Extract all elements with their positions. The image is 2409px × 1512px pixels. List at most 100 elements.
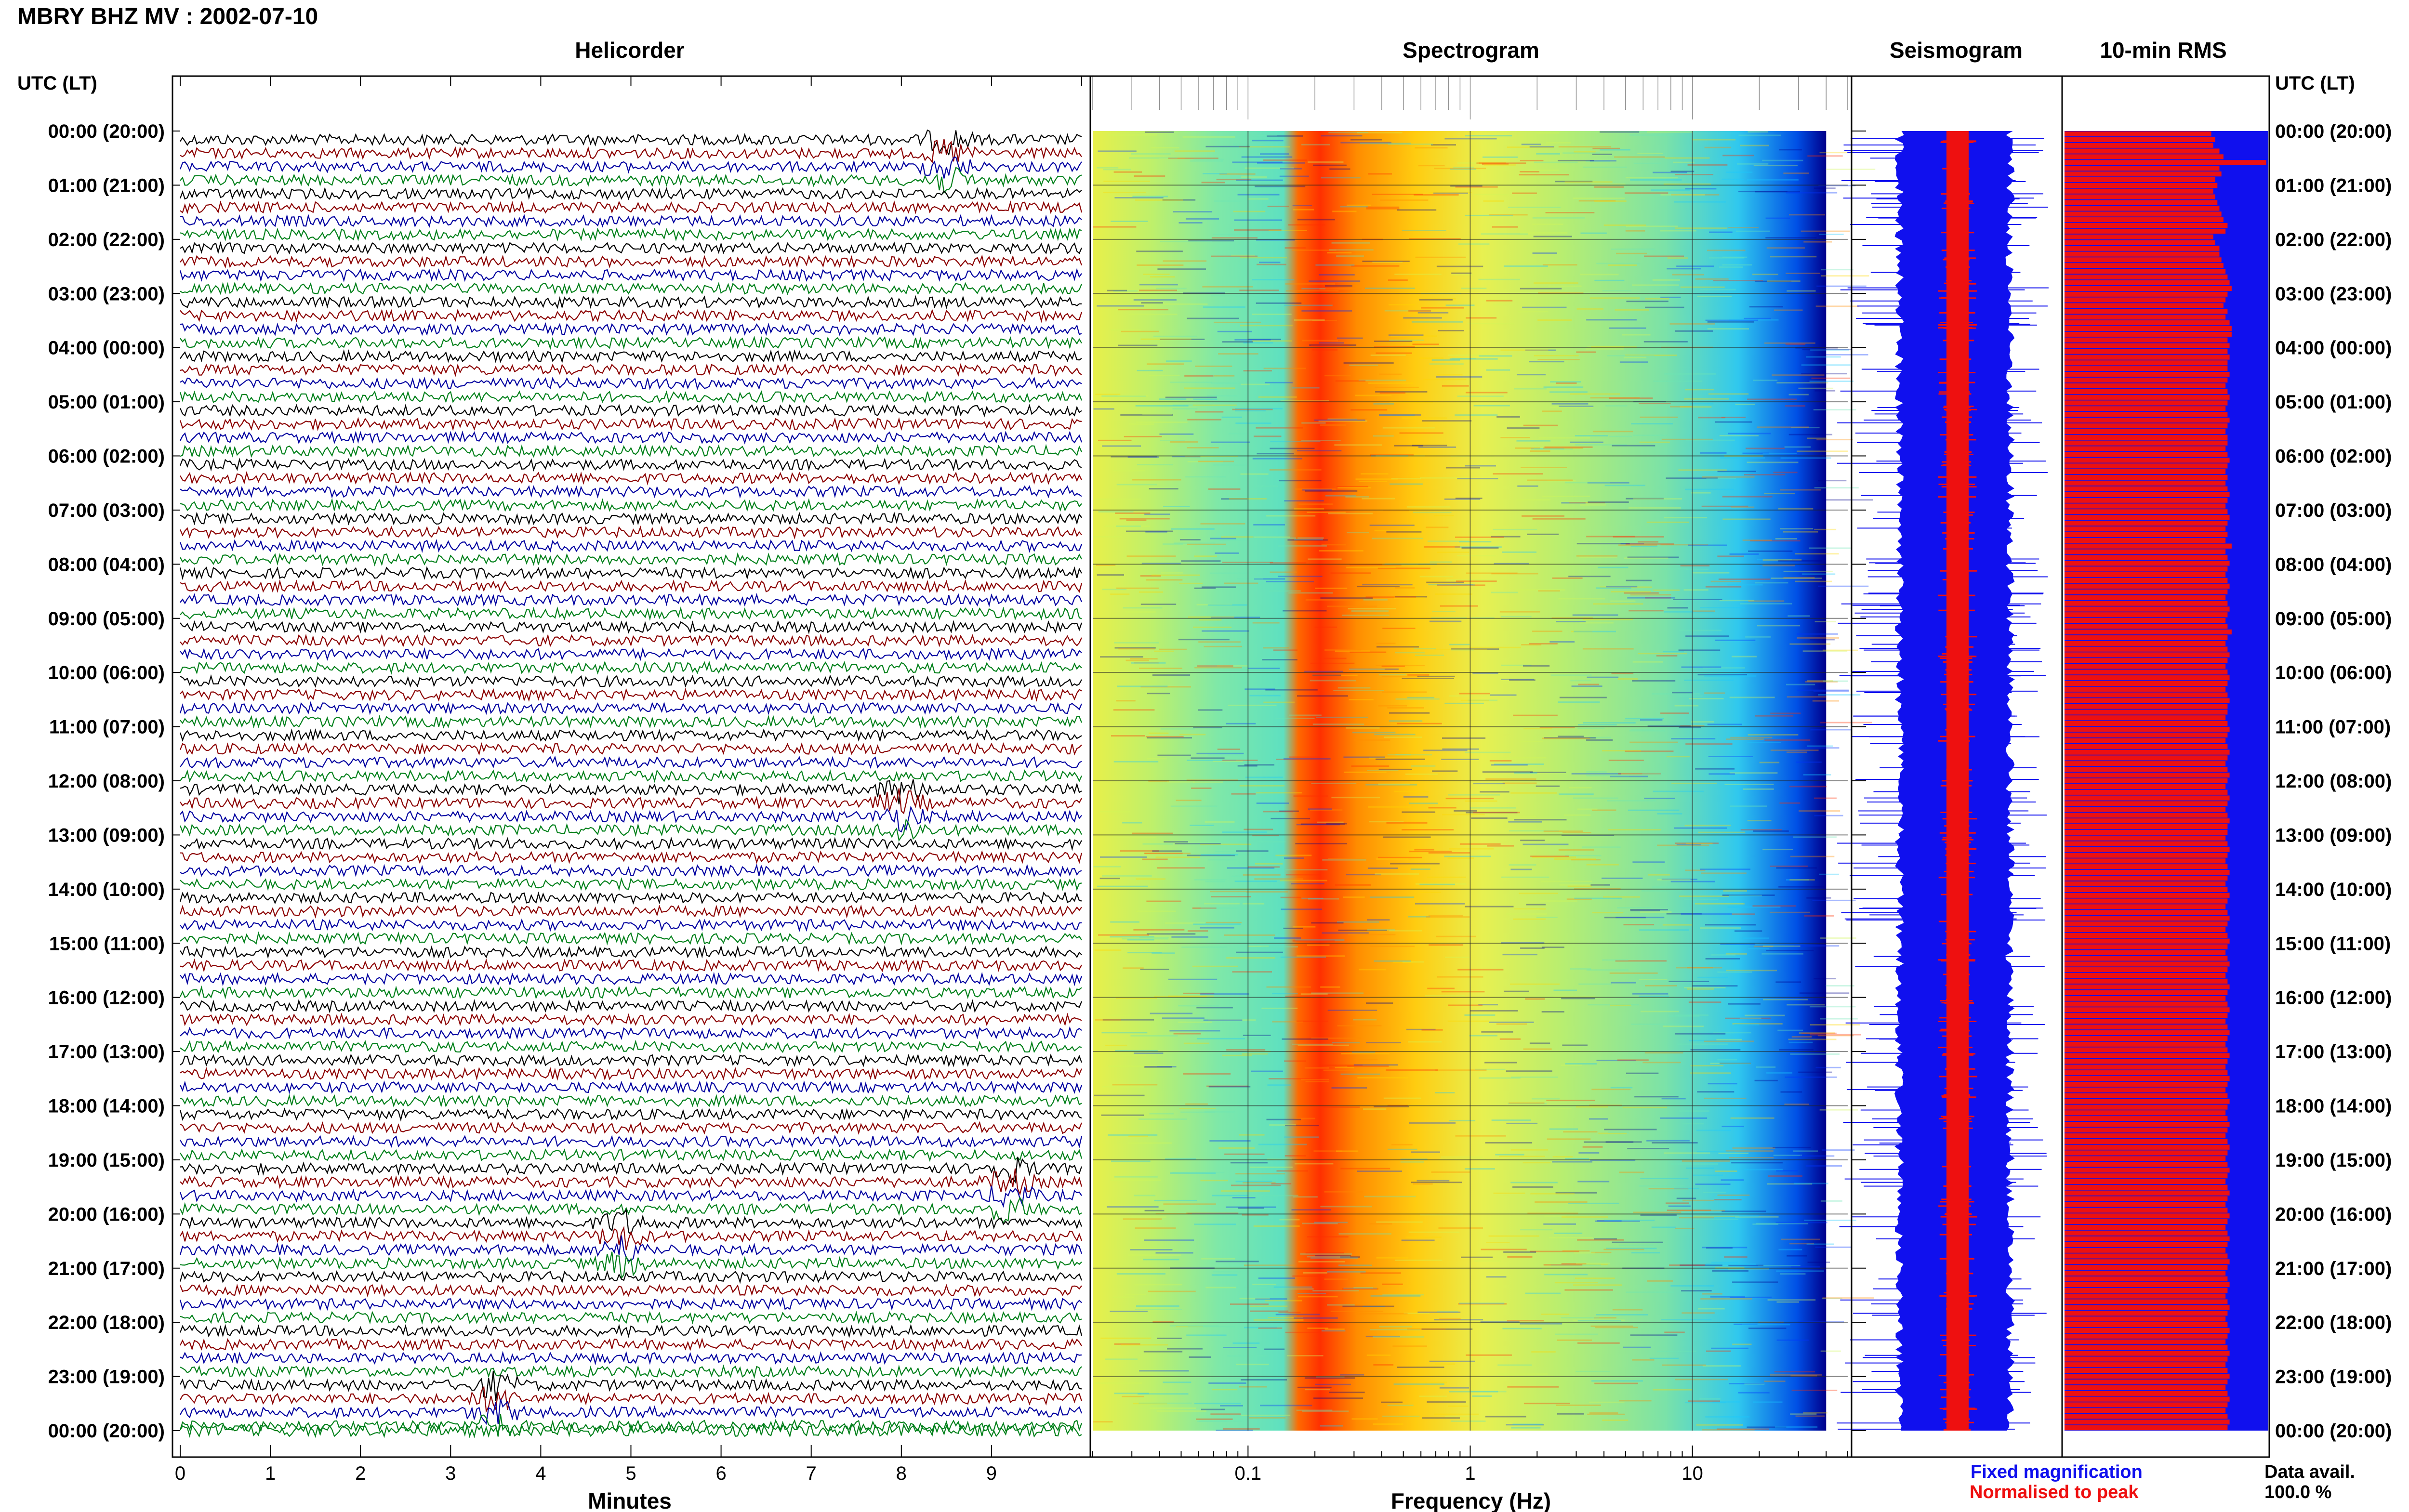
spectrogram-speckle — [1235, 1181, 1272, 1183]
spectrogram-speckle — [1692, 985, 1738, 987]
spectrogram-speckle — [1575, 444, 1628, 446]
spectrogram-speckle — [1237, 765, 1257, 767]
helicorder-trace — [179, 1283, 1082, 1298]
spectrogram-speckle — [1192, 965, 1238, 967]
spectrogram-speckle — [1520, 159, 1544, 161]
spectrogram-speckle — [1382, 427, 1435, 429]
spectrogram-speckle — [1386, 822, 1428, 824]
spectrogram-speckle — [1749, 306, 1783, 308]
spectrogram-speckle — [1102, 445, 1141, 447]
spectrogram-speckle — [1700, 868, 1751, 870]
helicorder-trace — [180, 511, 1082, 526]
spectrogram-speckle — [1236, 1364, 1269, 1366]
spectrogram-speckle — [1638, 541, 1659, 543]
spectrogram-speckle — [1600, 131, 1640, 133]
spectrogram-speckle — [1327, 605, 1377, 607]
spectrogram-speckle — [1512, 1423, 1543, 1425]
spectrogram-speckle — [1542, 264, 1577, 266]
spectrogram-speckle — [1293, 209, 1314, 210]
spectrogram-speckle — [1529, 361, 1564, 363]
spectrogram-speckle — [1367, 929, 1395, 931]
spectrogram-speckle — [1447, 857, 1474, 859]
spectrogram-speckle — [1485, 778, 1536, 780]
spectrogram-speckle — [1630, 909, 1660, 911]
spectrogram-speckle — [1458, 1303, 1507, 1305]
spectrogram-speckle — [1445, 798, 1494, 800]
spectrogram-speckle — [1188, 616, 1234, 618]
spectrogram-speckle — [1270, 562, 1307, 564]
spectrogram-speckle — [1208, 754, 1244, 756]
rms-bar — [2065, 1024, 2228, 1030]
spectrogram-speckle — [1671, 782, 1717, 784]
spectrogram-speckle — [1732, 656, 1757, 657]
spectrogram-speckle — [1395, 754, 1432, 756]
spectrogram-speckle — [1236, 850, 1269, 852]
spectrogram-speckle — [1481, 233, 1528, 235]
spectrogram-speckle — [1532, 856, 1576, 858]
spectrogram-speckle — [1373, 1364, 1394, 1366]
spectrogram-speckle — [1157, 754, 1191, 756]
row-label-right: 05:00 (01:00) — [2275, 392, 2392, 413]
spectrogram-speckle — [1449, 1119, 1476, 1121]
spectrogram-speckle — [1508, 821, 1542, 823]
spectrogram-speckle — [1743, 1169, 1783, 1170]
helicorder-trace — [179, 1270, 1083, 1284]
spectrogram-speckle — [1566, 898, 1592, 900]
spectrogram-speckle — [1678, 649, 1721, 651]
spectrogram-speckle — [1732, 1281, 1778, 1283]
spectrogram-speckle — [1826, 169, 1876, 171]
spectrogram-speckle — [1451, 357, 1476, 359]
spectrogram-speckle — [1178, 1021, 1212, 1023]
spectrogram-speckle — [1202, 286, 1253, 288]
spectrogram-speckle — [1196, 604, 1232, 605]
spectrogram-speckle — [1520, 1229, 1553, 1231]
spectrogram-speckle — [1232, 408, 1273, 410]
spectrogram-speckle — [1379, 392, 1406, 394]
spectrogram-speckle — [1605, 405, 1628, 407]
spectrogram-speckle — [1790, 1053, 1840, 1055]
spectrogram-speckle — [1729, 1157, 1774, 1158]
spectrogram-speckle — [1405, 773, 1439, 775]
rms-bar — [2065, 394, 2230, 400]
spectrogram-speckle — [1764, 1381, 1786, 1382]
spectrogram-speckle — [1795, 553, 1839, 555]
spectrogram-speckle — [1193, 727, 1222, 728]
spectrogram-speckle — [1259, 262, 1281, 263]
spectrogram-speckle — [1613, 536, 1664, 538]
spectrogram-speckle — [1591, 346, 1637, 348]
spectrogram-speckle — [1285, 290, 1339, 292]
spectrogram-speckle — [1291, 1209, 1331, 1211]
rms-bar — [2065, 1282, 2230, 1288]
spectrogram-speckle — [1130, 1216, 1166, 1218]
spectrogram-speckle — [1797, 450, 1848, 452]
spectrogram-speckle — [1137, 264, 1184, 266]
spectrogram-speckle — [1706, 1247, 1733, 1249]
spectrogram-speckle — [1629, 741, 1678, 743]
spectrogram-speckle — [1412, 343, 1439, 345]
spectrogram-speckle — [1325, 495, 1356, 497]
spectrogram-speckle — [1745, 1014, 1785, 1016]
spectrogram-speckle — [1131, 153, 1171, 155]
spectrogram-speckle — [1532, 518, 1586, 520]
spectrogram-speckle — [1219, 173, 1256, 175]
spectrogram-speckle — [1630, 1334, 1678, 1336]
spectrogram-speckle — [1780, 1091, 1802, 1093]
rms-bar — [2065, 795, 2230, 801]
spectrogram-speckle — [1520, 288, 1562, 289]
spectrogram-speckle — [1324, 649, 1361, 651]
spectrogram-speckle — [1461, 1256, 1493, 1258]
spectrogram-speckle — [1330, 1311, 1383, 1312]
spectrogram-speckle — [1363, 1108, 1387, 1110]
spectrogram-speckle — [1793, 1150, 1818, 1152]
spectrogram-speckle — [1504, 990, 1529, 992]
spectrogram-speckle — [1549, 391, 1588, 393]
rms-bar — [2065, 366, 2228, 371]
spectrogram-speckle — [1221, 498, 1247, 500]
spectrogram-speckle — [1538, 590, 1560, 592]
spectrogram-speckle — [1604, 917, 1646, 919]
spectrogram-speckle — [1514, 819, 1567, 821]
helicorder-trace — [180, 714, 1083, 729]
spectrogram-speckle — [1706, 1350, 1731, 1352]
spectrogram-speckle — [1681, 666, 1721, 668]
spectrogram-speckle — [1493, 528, 1537, 530]
